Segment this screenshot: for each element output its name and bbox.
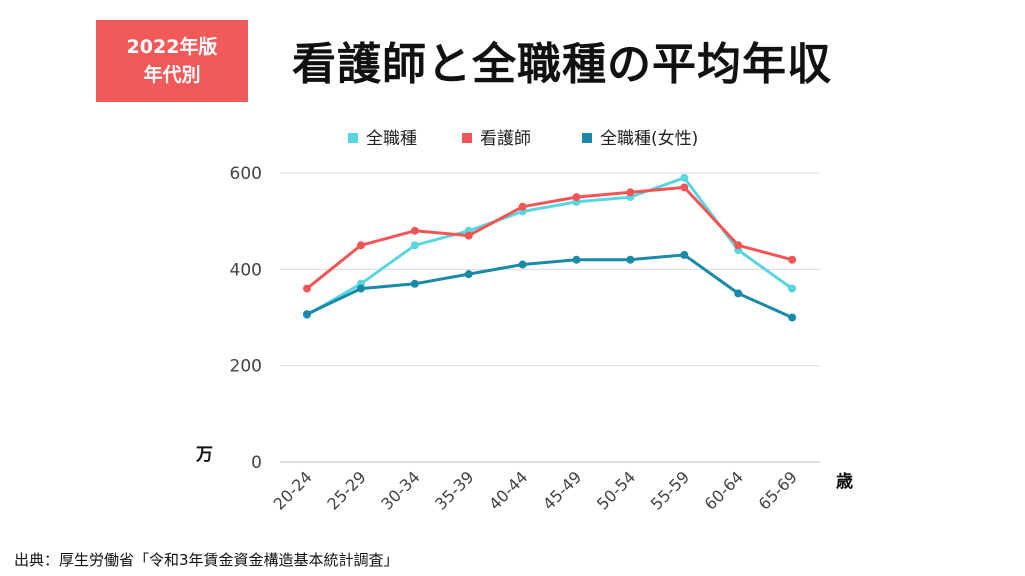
x-axis-label: 歳 (836, 471, 853, 492)
x-tick-label: 60-64 (701, 467, 747, 513)
data-point (464, 231, 473, 240)
legend-item: 全職種 (348, 129, 417, 149)
legend-swatch (582, 133, 592, 143)
x-tick-label: 65-69 (755, 467, 801, 513)
y-tick-label: 0 (251, 453, 262, 473)
series-line-3 (306, 253, 793, 319)
data-point (410, 241, 419, 250)
data-point (410, 279, 419, 288)
data-point (303, 310, 311, 319)
legend-label: 看護師 (480, 129, 531, 149)
x-tick-label: 25-29 (323, 467, 369, 513)
y-tick-label: 600 (230, 164, 262, 184)
x-tick-label: 55-59 (647, 467, 693, 513)
x-tick-label: 50-54 (593, 467, 639, 513)
x-tick-label: 30-34 (377, 467, 423, 513)
data-point (788, 313, 797, 322)
source-citation: 出典：厚生労働省「令和3年賃金資金構造基本統計調査」 (14, 551, 399, 569)
data-point (410, 226, 419, 235)
data-point (464, 270, 473, 279)
x-tick-label: 45-49 (539, 467, 585, 513)
data-point (680, 250, 689, 259)
data-point (356, 241, 365, 250)
data-point (356, 284, 365, 293)
y-tick-label: 400 (230, 260, 262, 280)
data-point (788, 255, 797, 264)
badge-line-1: 2022年版 (126, 36, 218, 58)
x-tick-label: 35-39 (431, 467, 477, 513)
x-tick-label: 40-44 (485, 467, 531, 513)
data-point (518, 202, 527, 211)
legend-item: 看護師 (462, 129, 531, 149)
y-tick-label: 200 (230, 357, 262, 377)
legend-swatch (348, 133, 358, 143)
badge-line-2: 年代別 (143, 64, 201, 86)
series-line-2 (306, 185, 793, 290)
data-point (788, 284, 797, 293)
page-title: 看護師と全職種の平均年収 (292, 39, 832, 90)
data-point (680, 183, 689, 192)
legend-label: 全職種(女性) (600, 129, 698, 149)
data-point (572, 255, 581, 264)
data-point (303, 284, 311, 293)
x-tick-label: 20-24 (270, 467, 316, 513)
data-point (572, 193, 581, 202)
series-line-1 (306, 176, 793, 317)
y-axis-label: 万 (195, 445, 213, 465)
legend-item: 全職種(女性) (582, 129, 698, 149)
data-point (518, 260, 527, 269)
data-point (626, 255, 635, 264)
legend-swatch (462, 133, 472, 143)
year-badge: 2022年版 年代別 (96, 20, 248, 102)
legend-label: 全職種 (366, 129, 417, 149)
data-point (626, 188, 635, 197)
data-point (734, 289, 743, 298)
data-point (680, 173, 689, 182)
data-point (734, 241, 743, 250)
